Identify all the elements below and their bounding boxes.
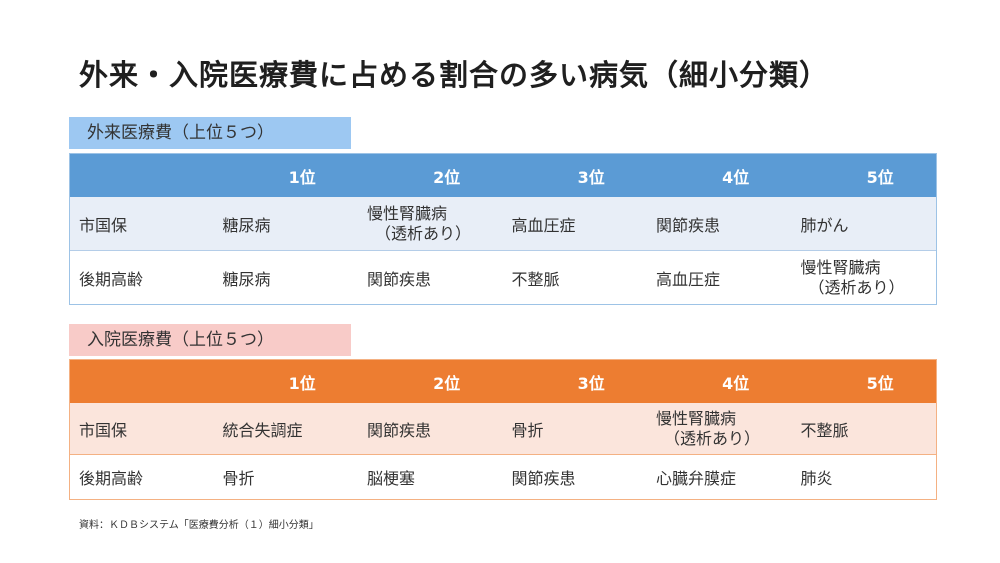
table-cell: 脳梗塞 — [367, 469, 416, 488]
table-row: 市国保 糖尿病 慢性腎臓病 （透析あり） 高血圧症 関節疾患 肺がん — [70, 197, 936, 251]
table-cell: 関節疾患 — [367, 269, 432, 289]
cell-line: 慢性腎臓病 — [800, 257, 881, 277]
rank-5-header: 5位 — [866, 167, 894, 187]
header-cell: 4位 — [647, 360, 792, 403]
header-cell: 3位 — [503, 360, 648, 403]
rank-1-header: 1位 — [288, 373, 316, 393]
cell-line: 慢性腎臓病 — [367, 203, 448, 223]
table-cell: 慢性腎臓病 （透析あり） — [647, 403, 792, 454]
table-header-row: 1位 2位 3位 4位 5位 — [70, 360, 936, 403]
table-cell: 高血圧症 — [511, 215, 576, 235]
table-cell: 慢性腎臓病 （透析あり） — [358, 197, 503, 250]
table-cell: 骨折 — [222, 469, 255, 488]
outpatient-section-label: 外来医療費（上位５つ） — [69, 117, 351, 149]
header-cell: 2位 — [358, 154, 503, 197]
rank-2-header: 2位 — [433, 167, 461, 187]
row-category: 後期高齢 — [79, 269, 144, 289]
rank-3-header: 3位 — [577, 167, 605, 187]
header-cell: 1位 — [214, 154, 359, 197]
header-cell — [70, 154, 214, 197]
cell-line: （透析あり） — [375, 223, 472, 243]
table-cell: 関節疾患 — [511, 469, 576, 488]
header-cell: 5位 — [792, 360, 937, 403]
table-cell: 統合失調症 — [222, 420, 303, 440]
table-cell: 肺がん — [800, 215, 849, 235]
inpatient-section-label: 入院医療費（上位５つ） — [69, 324, 351, 356]
cell-text: 慢性腎臓病 （透析あり） — [367, 204, 471, 244]
table-cell: 高血圧症 — [656, 269, 721, 289]
table-cell: 肺炎 — [800, 469, 833, 488]
cell-text: 慢性腎臓病 （透析あり） — [656, 409, 760, 449]
source-note: 資料：ＫＤＢシステム「医療費分析（１）細小分類」 — [79, 520, 319, 531]
cell-line: 慢性腎臓病 — [656, 408, 737, 428]
table-header-row: 1位 2位 3位 4位 5位 — [70, 154, 936, 197]
header-cell: 3位 — [503, 154, 648, 197]
page-title: 外来・入院医療費に占める割合の多い病気（細小分類） — [79, 58, 830, 92]
row-category: 市国保 — [79, 420, 128, 440]
rank-2-header: 2位 — [433, 373, 461, 393]
table-cell: 骨折 — [511, 420, 544, 440]
table-row: 市国保 統合失調症 関節疾患 骨折 慢性腎臓病 （透析あり） 不整脈 — [70, 403, 936, 455]
rank-1-header: 1位 — [288, 167, 316, 187]
row-category: 後期高齢 — [79, 469, 144, 488]
header-cell: 5位 — [792, 154, 937, 197]
header-cell: 4位 — [647, 154, 792, 197]
header-cell: 1位 — [214, 360, 359, 403]
table-cell: 不整脈 — [511, 269, 560, 289]
rank-4-header: 4位 — [722, 167, 750, 187]
row-category: 市国保 — [79, 215, 128, 235]
table-row: 後期高齢 糖尿病 関節疾患 不整脈 高血圧症 慢性腎臓病 （透析あり） — [70, 251, 936, 304]
header-cell: 2位 — [358, 360, 503, 403]
table-cell: 慢性腎臓病 （透析あり） — [792, 251, 937, 304]
table-row: 後期高齢 骨折 脳梗塞 関節疾患 心臓弁膜症 肺炎 — [70, 455, 936, 499]
rank-3-header: 3位 — [577, 373, 605, 393]
table-cell: 関節疾患 — [367, 420, 432, 440]
outpatient-table: 1位 2位 3位 4位 5位 市国保 糖尿病 慢性腎臓病 （透析あり） 高血圧症… — [69, 153, 937, 305]
cell-line: （透析あり） — [664, 428, 761, 448]
table-cell: 関節疾患 — [656, 215, 721, 235]
cell-text: 慢性腎臓病 （透析あり） — [801, 258, 905, 298]
table-cell: 糖尿病 — [222, 215, 271, 235]
table-cell: 不整脈 — [800, 420, 849, 440]
rank-4-header: 4位 — [722, 373, 750, 393]
header-cell — [70, 360, 214, 403]
cell-line: （透析あり） — [808, 277, 905, 297]
table-cell: 心臓弁膜症 — [656, 469, 737, 488]
table-cell: 糖尿病 — [222, 269, 271, 289]
rank-5-header: 5位 — [866, 373, 894, 393]
inpatient-table: 1位 2位 3位 4位 5位 市国保 統合失調症 関節疾患 骨折 慢性腎臓病 （… — [69, 359, 937, 500]
